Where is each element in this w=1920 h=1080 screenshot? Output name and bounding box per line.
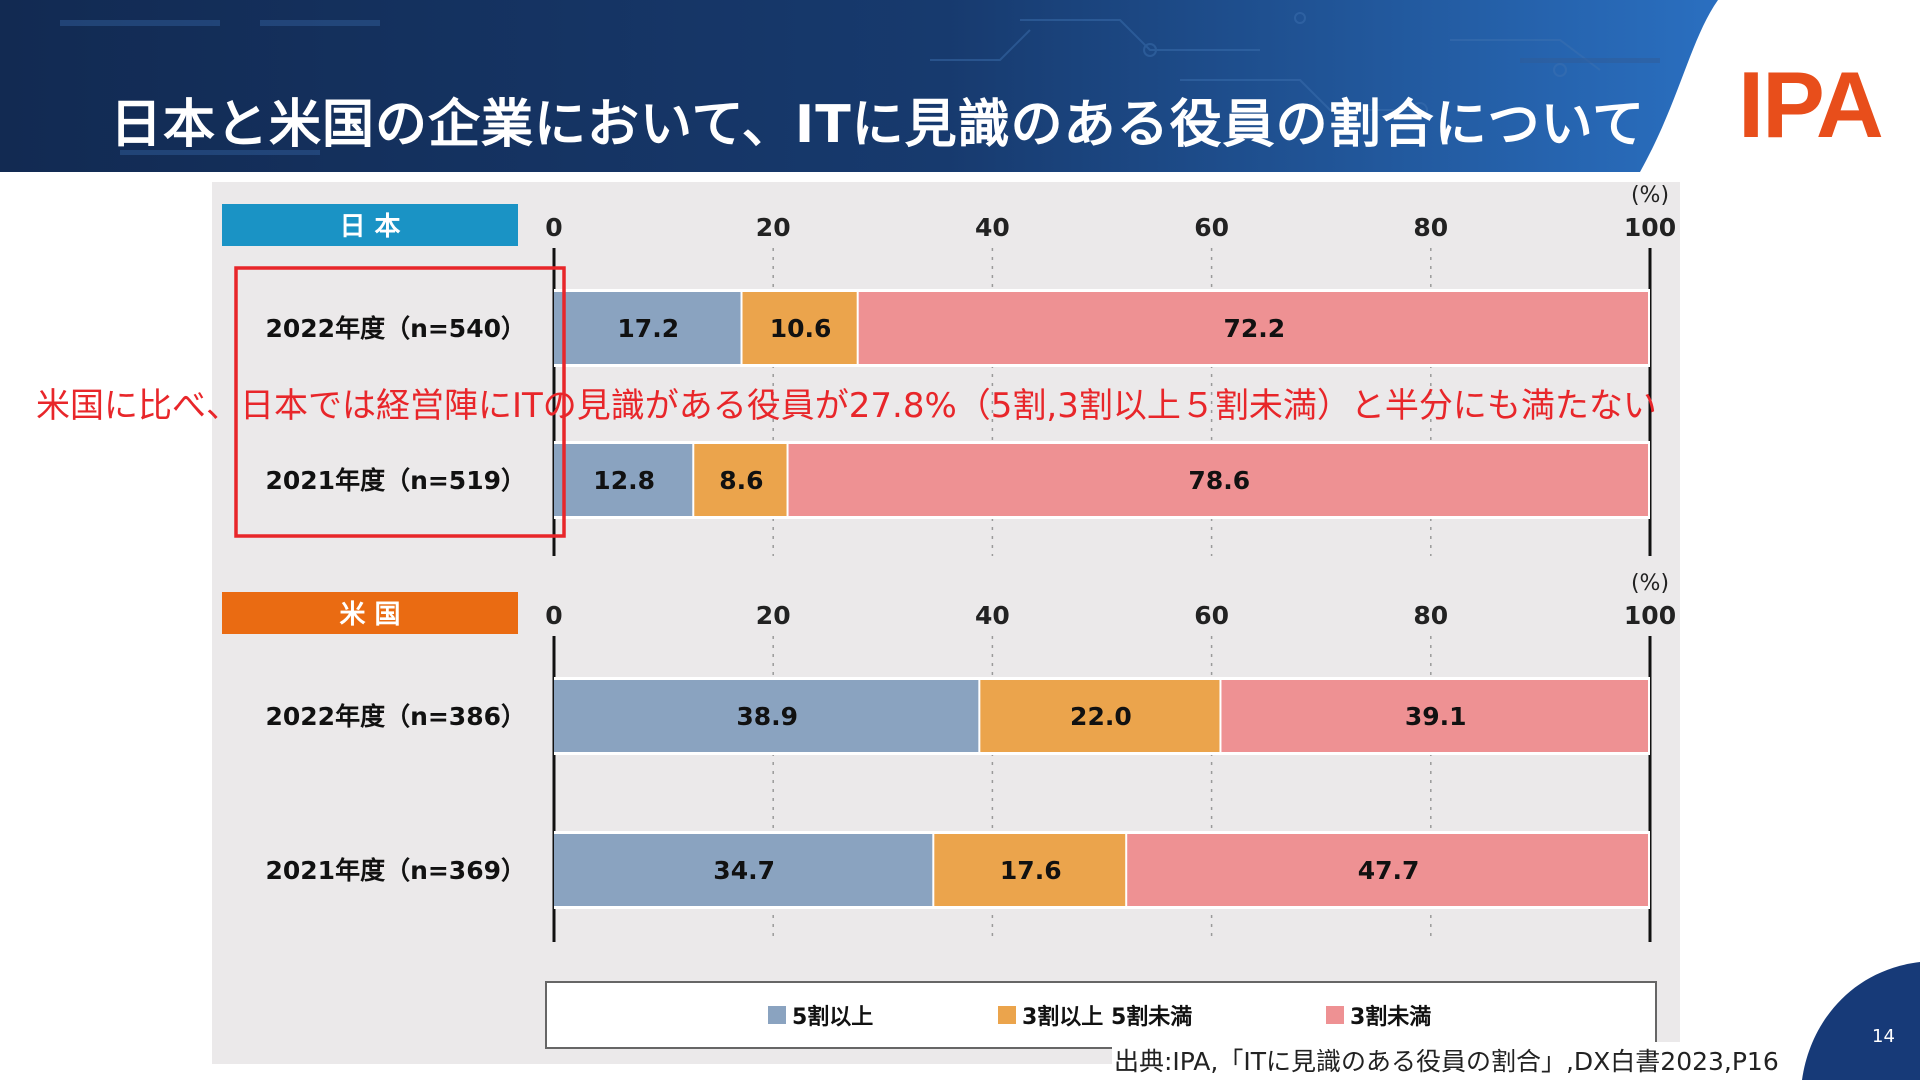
data-label: 78.6 [1188, 466, 1250, 495]
tick-label: 60 [1194, 213, 1229, 242]
header-background [0, 0, 1718, 172]
tick-label: 80 [1413, 601, 1448, 630]
panel-label-bg [222, 592, 518, 634]
legend-box [545, 981, 1657, 1049]
data-label: 39.1 [1405, 702, 1467, 731]
category-label: 2022年度（n=540） [265, 314, 526, 343]
highlight-box [234, 266, 566, 538]
bar-segment [554, 292, 741, 364]
legend-label: 5割以上 [792, 1004, 873, 1030]
slide-title: 日本と米国の企業において、ITに見識のある役員の割合について [110, 95, 1646, 155]
bar-segment [742, 292, 857, 364]
bar-segment [1221, 680, 1648, 752]
tick-label: 40 [975, 601, 1010, 630]
bar-segment [554, 444, 693, 516]
panel-label-bg [222, 204, 518, 246]
legend-label: 3割未満 [1350, 1004, 1431, 1030]
unit-label: (%) [1631, 571, 1669, 596]
tick-label: 20 [756, 601, 791, 630]
ipa-logo: IPA [1738, 52, 1884, 157]
bar-segment [788, 444, 1648, 516]
stacked-bar-chart: 日 本 (%) 0 20 40 60 80 100 2022年度（n=540） 17.2 10.6 7… [222, 183, 1676, 1049]
data-label: 12.8 [593, 466, 655, 495]
data-label: 10.6 [770, 314, 832, 343]
header-band: 日本と米国の企業において、ITに見識のある役員の割合について IPA [0, 0, 1920, 172]
panel-label: 日 本 [339, 212, 400, 242]
bar-segment [694, 444, 787, 516]
category-label: 2022年度（n=386） [265, 702, 526, 731]
tick-label: 60 [1194, 601, 1229, 630]
legend-swatch [1326, 1006, 1344, 1024]
data-label: 72.2 [1224, 314, 1286, 343]
tick-label: 100 [1624, 601, 1676, 630]
tick-label: 0 [545, 213, 562, 242]
panel-label: 米 国 [339, 600, 400, 630]
data-label: 17.6 [1000, 856, 1062, 885]
tick-label: 40 [975, 213, 1010, 242]
data-label: 47.7 [1358, 856, 1420, 885]
bar-segment [858, 292, 1648, 364]
tick-label: 20 [756, 213, 791, 242]
data-label: 17.2 [617, 314, 679, 343]
highlight-annotation: 米国に比べ、日本では経営陣にITの見識がある役員が27.8%（5割,3割以上５割… [36, 386, 1657, 426]
bar-segment [980, 680, 1220, 752]
data-label: 34.7 [713, 856, 775, 885]
unit-label: (%) [1631, 183, 1669, 208]
tick-label: 80 [1413, 213, 1448, 242]
bar-segment [1127, 834, 1648, 906]
page-number: 14 [1872, 1026, 1895, 1047]
legend-label: 3割以上 5割未満 [1022, 1004, 1192, 1030]
corner-decoration [1802, 962, 1920, 1080]
source-citation: 出典:IPA,「ITに見識のある役員の割合」,DX白書2023,P16 [1112, 1042, 1781, 1078]
category-label: 2021年度（n=519） [265, 466, 526, 495]
bar-segment [934, 834, 1126, 906]
legend-swatch [998, 1006, 1016, 1024]
tick-label: 0 [545, 601, 562, 630]
data-label: 38.9 [736, 702, 798, 731]
data-label: 8.6 [719, 466, 763, 495]
category-label: 2021年度（n=369） [265, 856, 526, 885]
bar-segment [554, 680, 979, 752]
data-label: 22.0 [1070, 702, 1132, 731]
bar-segment [554, 834, 933, 906]
legend-swatch [768, 1006, 786, 1024]
tick-label: 100 [1624, 213, 1676, 242]
